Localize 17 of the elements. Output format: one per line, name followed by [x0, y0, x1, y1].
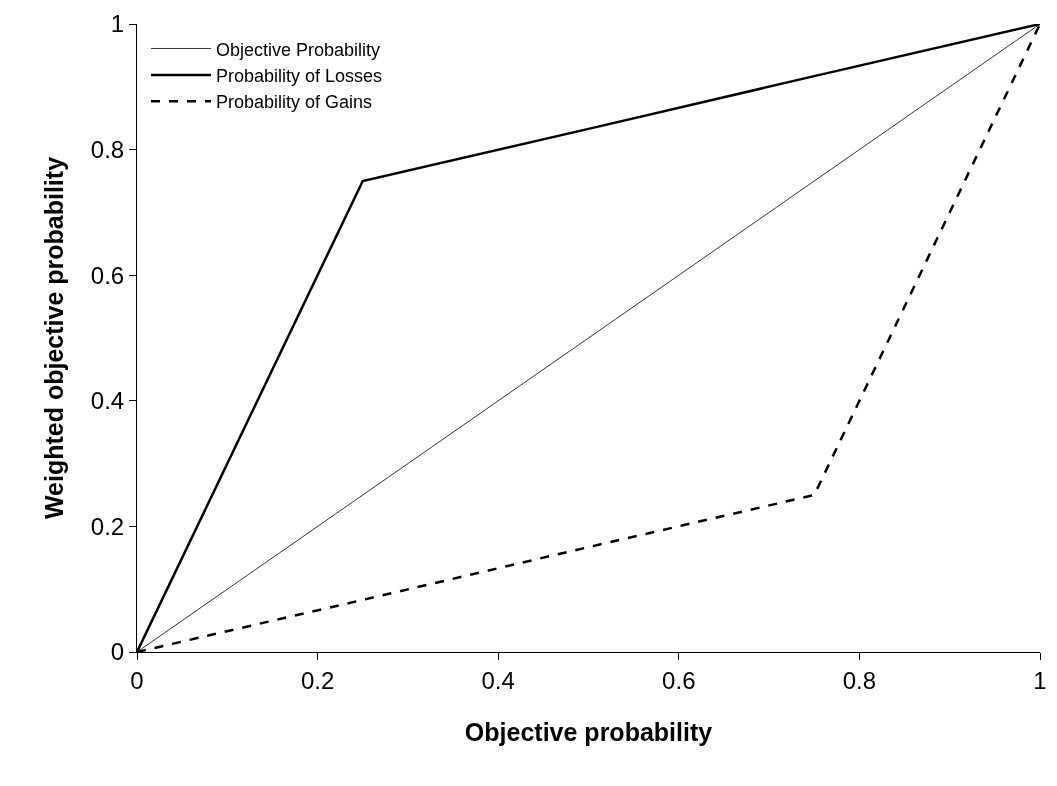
legend-label: Probability of Gains — [216, 92, 373, 113]
x-tick-label: 0 — [130, 666, 144, 694]
y-tick-label: 0.4 — [90, 387, 125, 415]
x-tick-label: 1 — [1033, 666, 1047, 694]
y-tick-label: 0.8 — [90, 136, 125, 163]
x-tick-label: 0.8 — [842, 666, 877, 694]
x-tick-label: 0.2 — [300, 666, 335, 694]
x-axis-title: Objective probability — [464, 717, 713, 746]
x-tick-label: 0.4 — [481, 666, 515, 694]
legend-label: Objective Probability — [216, 39, 381, 60]
y-tick-label: 0.2 — [90, 512, 125, 540]
y-tick-label: 0 — [110, 638, 125, 666]
y-axis-title: Weighted objective probability — [39, 156, 68, 520]
y-tick-label: 1 — [110, 10, 125, 38]
legend-label: Probability of Losses — [216, 65, 383, 86]
x-tick-label: 0.6 — [662, 666, 696, 694]
y-tick-label: 0.6 — [90, 261, 125, 289]
